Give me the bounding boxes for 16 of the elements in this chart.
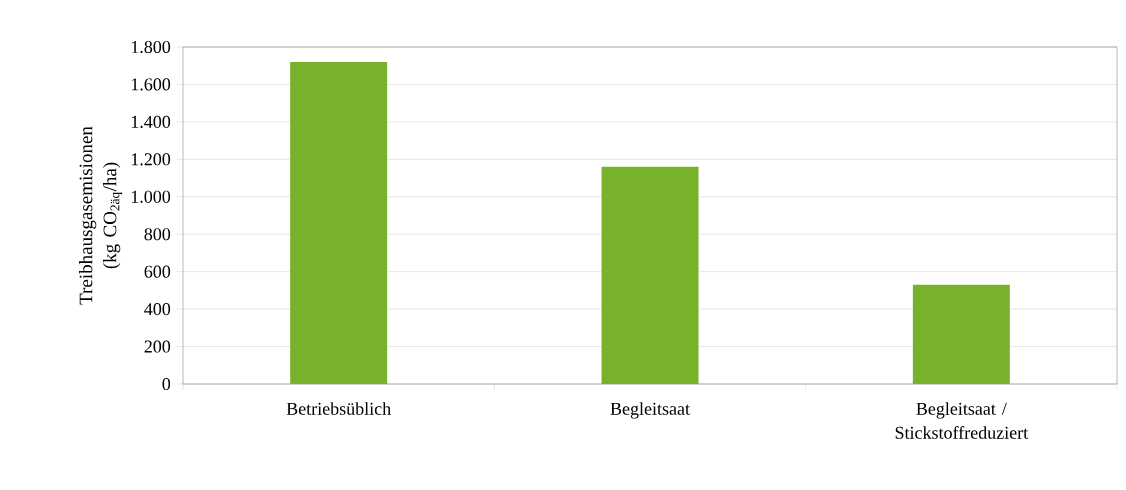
x-tick-label: Begleitsaat / Stickstoffreduziert bbox=[895, 402, 1029, 439]
y-tick-label: 0 bbox=[162, 377, 171, 391]
y-tick-label: 800 bbox=[144, 228, 171, 241]
x-tick-label: Betriebsüblich bbox=[286, 402, 391, 415]
bar bbox=[290, 61, 388, 384]
y-tick-label: 400 bbox=[144, 303, 171, 316]
x-tick-label: Begleitsaat bbox=[610, 402, 690, 419]
y-tick-label: 600 bbox=[144, 265, 171, 278]
bar bbox=[912, 284, 1010, 384]
y-tick-label: 1.000 bbox=[131, 190, 171, 203]
y-tick-label: 200 bbox=[144, 340, 171, 353]
y-tick-label: 1.200 bbox=[131, 153, 171, 166]
bar bbox=[601, 166, 699, 384]
y-tick-label: 1.600 bbox=[131, 78, 171, 91]
y-tick-label: 1.800 bbox=[131, 40, 171, 54]
y-tick-label: 1.400 bbox=[131, 115, 171, 128]
